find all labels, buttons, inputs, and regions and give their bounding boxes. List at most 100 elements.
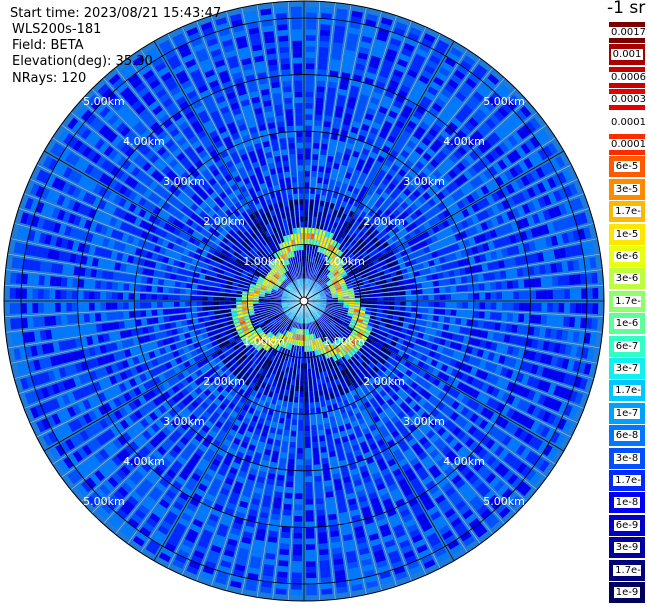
ray-gate	[242, 489, 252, 498]
ray-gate	[468, 302, 474, 309]
ray-gate	[393, 406, 402, 415]
ray-gate	[511, 477, 523, 489]
ray-gate	[343, 195, 350, 203]
ray-gate	[485, 118, 497, 130]
ray-gate	[331, 467, 340, 475]
ray-gate	[348, 293, 355, 296]
ray-gate	[480, 407, 490, 417]
ray-separator	[303, 15, 397, 302]
ray-gate	[330, 336, 336, 342]
ray-gate	[487, 331, 494, 340]
ray-gate	[498, 449, 509, 460]
ray-gate	[401, 48, 413, 58]
ray-gate	[366, 338, 373, 344]
ray-gate	[202, 529, 213, 539]
ray-gate	[378, 326, 385, 331]
ray-gate	[334, 283, 341, 287]
ray-gate	[421, 554, 433, 564]
ray-gate	[367, 322, 374, 327]
ray-gate	[392, 336, 399, 342]
ray-gate	[530, 302, 537, 312]
ray-gate	[306, 583, 317, 590]
ray-gate	[469, 413, 479, 423]
ray-gate	[326, 298, 333, 300]
ray-gate	[299, 317, 302, 324]
ray-gate	[388, 364, 396, 372]
ray-gate	[314, 269, 318, 276]
ray-gate	[378, 182, 387, 191]
ray-gate	[293, 544, 303, 550]
ray-gate	[330, 276, 336, 281]
ray-gate	[399, 53, 411, 63]
ray-gate	[449, 138, 459, 148]
ray-gate	[334, 204, 340, 211]
ray-separator	[181, 300, 305, 576]
ray-gate	[451, 117, 462, 128]
ray-gate	[62, 327, 69, 338]
ray-gate	[388, 329, 396, 335]
ray-gate	[265, 552, 276, 560]
ray-gate	[331, 127, 340, 135]
ray-gate	[224, 301, 231, 305]
ray-gate	[315, 228, 319, 235]
ray-gate	[111, 302, 118, 310]
ray-gate	[547, 290, 553, 300]
ray-gate	[383, 361, 391, 368]
ray-gate	[514, 336, 522, 346]
ray-gate	[89, 313, 96, 322]
ray-gate	[460, 344, 468, 353]
ray-gate	[281, 406, 287, 413]
ray-gate	[307, 233, 311, 239]
ray-gate	[320, 565, 331, 573]
ray-gate	[520, 465, 532, 478]
ray-gate	[21, 303, 27, 314]
ray-gate	[320, 296, 327, 299]
ray-gate	[461, 220, 469, 229]
ray-gate	[314, 390, 319, 397]
ray-gate	[111, 282, 119, 290]
ray-gate	[503, 470, 514, 482]
ray-gate	[323, 287, 330, 291]
ray-gate	[326, 161, 333, 168]
ray-gate	[332, 334, 338, 341]
ray-gate	[372, 415, 381, 423]
ray-gate	[348, 253, 355, 259]
ray-gate	[384, 140, 394, 149]
ray-gate	[318, 279, 323, 285]
ray-gate	[296, 459, 303, 466]
ray-gate	[320, 247, 324, 254]
ray-gate	[140, 318, 148, 326]
ray-gate	[349, 131, 357, 140]
ray-gate	[515, 444, 526, 456]
ray-gate	[401, 544, 413, 554]
ray-gate	[395, 397, 404, 406]
ray-gate	[322, 341, 327, 348]
ray-gate	[328, 387, 333, 394]
ray-gate	[260, 412, 267, 420]
ray-gate	[254, 428, 261, 436]
ray-gate	[581, 347, 589, 359]
ray-gate	[501, 379, 510, 390]
ray-gate	[284, 424, 290, 431]
ray-gate	[368, 61, 380, 69]
ray-gate	[557, 219, 566, 231]
ray-gate	[253, 301, 259, 304]
ray-gate	[340, 343, 346, 350]
ray-gate	[585, 318, 593, 329]
ray-gate	[320, 577, 332, 584]
ray-gate	[329, 392, 335, 400]
ray-gate	[304, 397, 309, 403]
ray-separator	[303, 208, 590, 302]
ray-gate	[437, 381, 446, 390]
ray-gate	[352, 258, 359, 264]
ray-gate	[107, 271, 114, 280]
ray-gate	[208, 550, 220, 559]
ray-gate	[189, 498, 200, 507]
ray-gate	[407, 472, 417, 482]
ray-gate	[356, 454, 364, 463]
ray-gate	[335, 19, 346, 27]
ray-gate	[302, 334, 304, 341]
ray-gate	[288, 401, 293, 408]
ray-gate	[304, 238, 307, 245]
ray-gate	[282, 515, 291, 522]
